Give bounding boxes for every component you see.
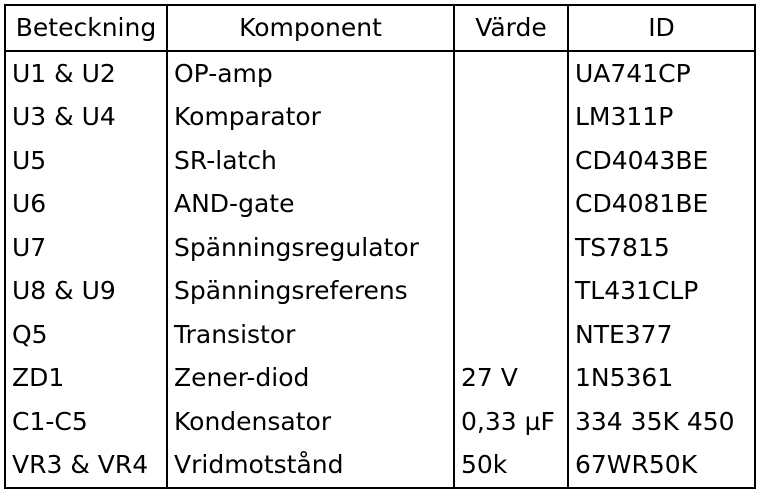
table-row: U5 SR-latch CD4043BE [4,138,756,182]
cell-beteckning: U3 & U4 [4,95,168,139]
cell-beteckning: VR3 & VR4 [4,443,168,489]
header-row: Beteckning Komponent Värde ID [4,4,756,52]
cell-komponent: Vridmotstånd [166,443,455,489]
cell-beteckning: U7 [4,225,168,269]
cell-komponent: Spänningsregulator [166,225,455,269]
cell-komponent: Zener-diod [166,356,455,400]
cell-varde [453,182,569,226]
cell-beteckning: Q5 [4,312,168,356]
header-id: ID [567,4,756,52]
cell-komponent: Komparator [166,95,455,139]
cell-varde: 27 V [453,356,569,400]
cell-id: CD4081BE [567,182,756,226]
cell-id: 1N5361 [567,356,756,400]
cell-id: UA741CP [567,50,756,95]
component-table: Beteckning Komponent Värde ID U1 & U2 OP… [4,4,756,489]
cell-varde [453,50,569,95]
table-row: C1-C5 Kondensator 0,33 µF 334 35K 450 [4,399,756,443]
table-row: U6 AND-gate CD4081BE [4,182,756,226]
cell-beteckning: ZD1 [4,356,168,400]
cell-komponent: Transistor [166,312,455,356]
cell-komponent: SR-latch [166,138,455,182]
cell-beteckning: U1 & U2 [4,50,168,95]
cell-komponent: Kondensator [166,399,455,443]
cell-varde [453,312,569,356]
table-row: ZD1 Zener-diod 27 V 1N5361 [4,356,756,400]
header-varde: Värde [453,4,569,52]
cell-varde [453,95,569,139]
cell-beteckning: C1-C5 [4,399,168,443]
cell-beteckning: U6 [4,182,168,226]
cell-komponent: OP-amp [166,50,455,95]
cell-beteckning: U8 & U9 [4,269,168,313]
header-komponent: Komponent [166,4,455,52]
cell-id: 67WR50K [567,443,756,489]
table-row: U3 & U4 Komparator LM311P [4,95,756,139]
cell-id: 334 35K 450 [567,399,756,443]
cell-id: NTE377 [567,312,756,356]
table-row: VR3 & VR4 Vridmotstånd 50k 67WR50K [4,443,756,489]
cell-varde [453,269,569,313]
cell-beteckning: U5 [4,138,168,182]
cell-komponent: AND-gate [166,182,455,226]
header-beteckning: Beteckning [4,4,168,52]
cell-komponent: Spänningsreferens [166,269,455,313]
table-row: U8 & U9 Spänningsreferens TL431CLP [4,269,756,313]
cell-varde: 50k [453,443,569,489]
cell-varde [453,225,569,269]
cell-varde: 0,33 µF [453,399,569,443]
table-row: Q5 Transistor NTE377 [4,312,756,356]
cell-id: TS7815 [567,225,756,269]
table-row: U1 & U2 OP-amp UA741CP [4,50,756,95]
cell-id: LM311P [567,95,756,139]
cell-id: TL431CLP [567,269,756,313]
cell-id: CD4043BE [567,138,756,182]
cell-varde [453,138,569,182]
table-row: U7 Spänningsregulator TS7815 [4,225,756,269]
